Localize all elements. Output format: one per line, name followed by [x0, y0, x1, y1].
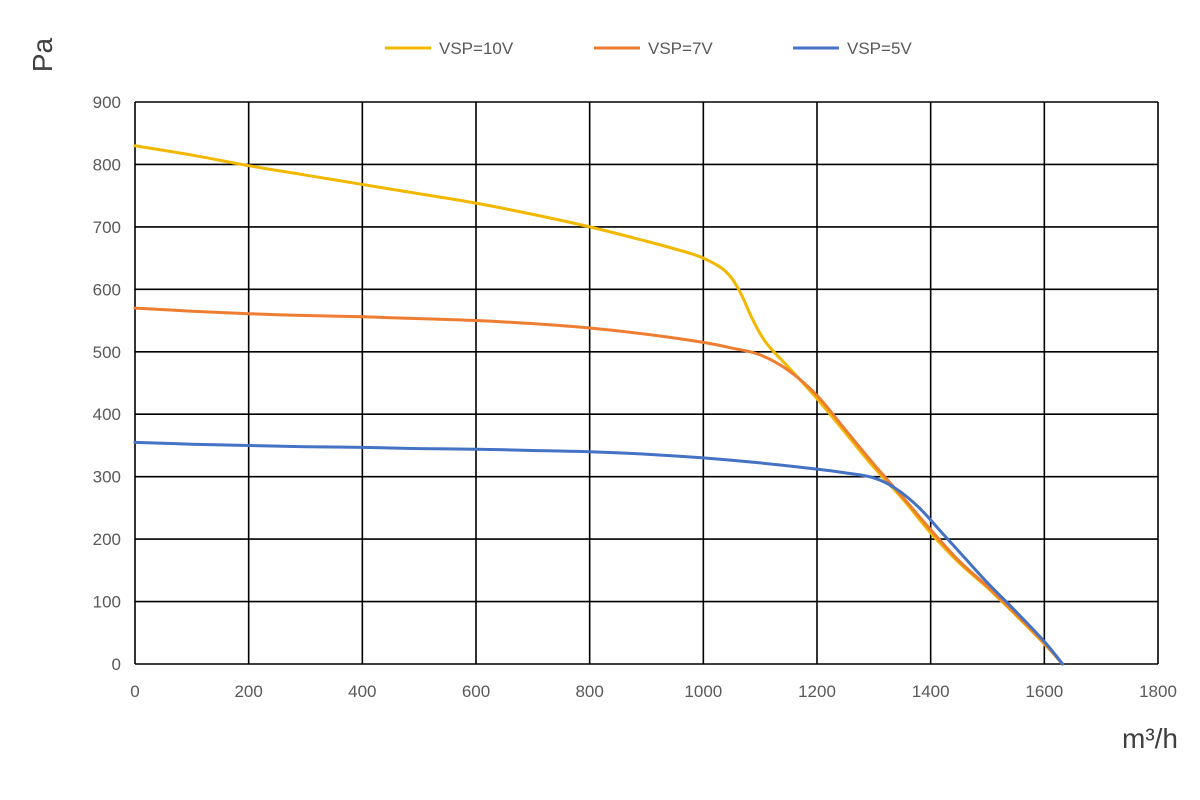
x-tick-label: 600	[462, 682, 490, 701]
legend: VSP=10V VSP=7V VSP=5V	[385, 39, 912, 58]
y-tick-label: 800	[93, 155, 121, 174]
series-line-vsp-7v	[133, 306, 1065, 666]
y-tick-labels: 0 100 200 300 400 500 600 700 800 900	[93, 93, 121, 674]
x-tick-label: 800	[575, 682, 603, 701]
x-tick-label: 1800	[1139, 682, 1177, 701]
legend-label-vsp-7v: VSP=7V	[648, 39, 713, 58]
y-tick-label: 700	[93, 218, 121, 237]
grid-lines	[134, 101, 1159, 665]
x-axis-title: m³/h	[1122, 723, 1178, 754]
y-tick-label: 600	[93, 280, 121, 299]
y-tick-label: 900	[93, 93, 121, 112]
x-tick-labels: 0 200 400 600 800 1000 1200 1400 1600 1800	[130, 682, 1177, 701]
y-tick-label: 200	[93, 530, 121, 549]
y-tick-label: 100	[93, 593, 121, 612]
x-tick-label: 1200	[798, 682, 836, 701]
y-axis-title: Pa	[27, 37, 58, 72]
legend-label-vsp-10v: VSP=10V	[439, 39, 514, 58]
x-tick-label: 1600	[1025, 682, 1063, 701]
series-line-vsp-10v	[133, 144, 1065, 666]
y-tick-label: 300	[93, 468, 121, 487]
legend-label-vsp-5v: VSP=5V	[847, 39, 912, 58]
x-tick-label: 400	[348, 682, 376, 701]
y-tick-label: 400	[93, 405, 121, 424]
series-lines	[133, 144, 1065, 666]
y-tick-label: 0	[112, 655, 121, 674]
x-tick-label: 1000	[684, 682, 722, 701]
x-tick-label: 1400	[912, 682, 950, 701]
x-tick-label: 200	[234, 682, 262, 701]
y-tick-label: 500	[93, 343, 121, 362]
x-tick-label: 0	[130, 682, 139, 701]
series-line-vsp-5v	[133, 440, 1065, 666]
